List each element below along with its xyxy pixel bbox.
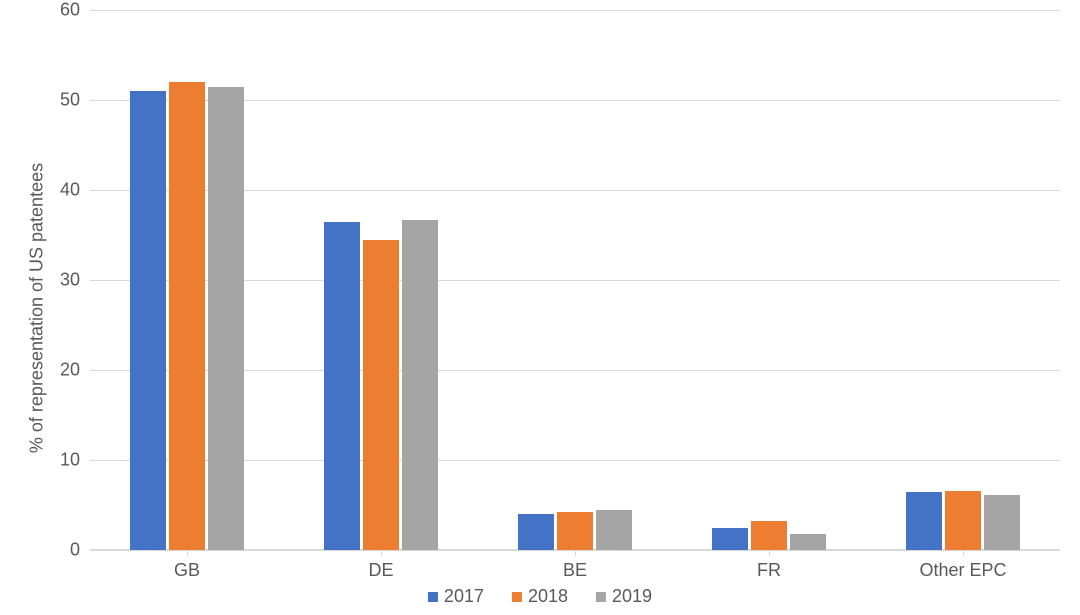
bar <box>945 491 981 550</box>
chart-container: % of representation of US patentees 0102… <box>0 0 1080 615</box>
y-tick-label: 40 <box>60 180 80 201</box>
x-tick <box>187 550 188 556</box>
bar <box>790 534 826 550</box>
legend-swatch <box>428 592 438 602</box>
legend-swatch <box>596 592 606 602</box>
bar <box>518 514 554 550</box>
plot-area: 0102030405060GBDEBEFROther EPC <box>90 10 1060 550</box>
legend: 2017 2018 2019 <box>428 586 652 607</box>
y-tick-label: 30 <box>60 270 80 291</box>
bar <box>324 222 360 551</box>
x-axis-label: GB <box>174 560 200 581</box>
legend-item: 2017 <box>428 586 484 607</box>
x-axis-label: FR <box>757 560 781 581</box>
bar <box>751 521 787 550</box>
bar-group <box>518 10 632 550</box>
bar <box>169 82 205 550</box>
x-axis-label: DE <box>368 560 393 581</box>
y-tick-label: 0 <box>70 540 80 561</box>
bar-group <box>906 10 1020 550</box>
x-tick <box>575 550 576 556</box>
bar <box>402 220 438 550</box>
x-tick <box>963 550 964 556</box>
bar <box>363 240 399 551</box>
bar <box>906 492 942 551</box>
y-tick-label: 50 <box>60 90 80 111</box>
bar <box>130 91 166 550</box>
y-axis-title: % of representation of US patentees <box>27 162 48 452</box>
bar <box>712 528 748 551</box>
bar-group <box>712 10 826 550</box>
y-tick-label: 20 <box>60 360 80 381</box>
x-axis-label: BE <box>563 560 587 581</box>
legend-item: 2019 <box>596 586 652 607</box>
bar <box>984 495 1020 550</box>
x-tick <box>381 550 382 556</box>
bar-group <box>324 10 438 550</box>
legend-label: 2019 <box>612 586 652 607</box>
legend-item: 2018 <box>512 586 568 607</box>
bar <box>208 87 244 550</box>
y-tick-label: 10 <box>60 450 80 471</box>
legend-swatch <box>512 592 522 602</box>
legend-label: 2017 <box>444 586 484 607</box>
bar-group <box>130 10 244 550</box>
legend-label: 2018 <box>528 586 568 607</box>
x-tick <box>769 550 770 556</box>
bar <box>596 510 632 551</box>
y-tick-label: 60 <box>60 0 80 21</box>
bar <box>557 512 593 550</box>
x-axis-label: Other EPC <box>919 560 1006 581</box>
